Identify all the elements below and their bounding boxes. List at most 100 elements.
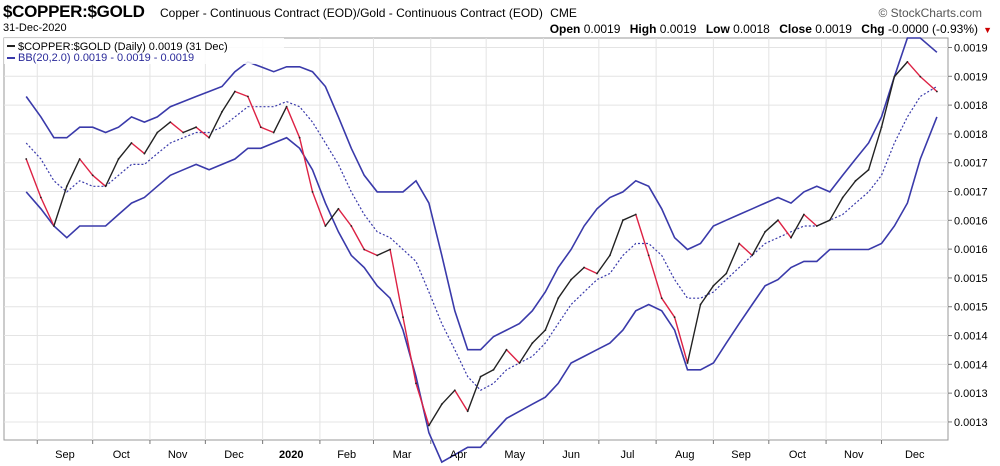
x-tick-label: Dec: [905, 449, 925, 461]
y-tick-label: 0.0019: [954, 43, 988, 55]
high-label: High: [629, 22, 657, 36]
x-axis: Sep Oct Nov Dec 2020 Feb Mar Apr May Jun Jul Aug Sep…: [36, 440, 925, 461]
chg-value: -0.0000 (-0.93%): [887, 22, 978, 36]
low-label: Low: [705, 22, 730, 36]
price-point: [117, 158, 120, 160]
price-segment: [816, 219, 831, 227]
price-point: [583, 266, 585, 269]
price-point: [156, 131, 159, 134]
y-tick-label: 0.0017: [954, 187, 988, 199]
stockcharts-logo[interactable]: © StockCharts.com: [878, 6, 982, 20]
price-segment: [350, 225, 365, 251]
price-point: [660, 297, 663, 300]
price-point: [673, 316, 676, 319]
y-tick-label: 0.0016: [954, 215, 988, 227]
price-segment: [376, 248, 391, 257]
price-segment: [518, 342, 533, 364]
price-segment: [208, 111, 223, 139]
price-segment: [635, 213, 650, 257]
x-tick-label: May: [504, 449, 525, 461]
bb-middle-band: [25, 85, 938, 392]
close-value: 0.0019: [815, 22, 852, 36]
price-segment: [454, 389, 469, 412]
price-point: [815, 225, 818, 227]
price-segment: [544, 297, 559, 331]
price-segment: [298, 136, 314, 193]
y-tick-label: 0.0015: [954, 302, 988, 314]
price-point: [221, 110, 223, 113]
price-segment: [712, 272, 727, 287]
price-segment: [117, 142, 133, 160]
y-tick-label: 0.0014: [954, 331, 988, 343]
price-segment: [78, 158, 94, 177]
price-segment: [221, 90, 236, 113]
price-point: [25, 158, 28, 160]
x-tick-label: Aug: [675, 449, 695, 461]
price-segment: [867, 126, 883, 171]
price-segment: [919, 75, 938, 93]
legend-price: $COPPER:$GOLD (Daily) 0.0019 (31 Dec): [18, 41, 228, 53]
price-segment: [609, 219, 624, 257]
y-tick-label: 0.0019: [954, 71, 988, 83]
price-point: [531, 342, 534, 344]
price-point: [402, 316, 404, 319]
price-segment: [363, 248, 378, 257]
price-segment: [699, 285, 715, 306]
price-segment: [531, 329, 546, 344]
price-point: [415, 382, 417, 385]
price-point: [195, 126, 198, 129]
symbol-title: $COPPER:$GOLD: [3, 2, 145, 21]
x-tick-label: Jul: [620, 449, 634, 461]
price-point: [738, 242, 741, 245]
price-series: [25, 61, 938, 427]
price-point: [259, 126, 262, 129]
price-point: [906, 61, 909, 63]
price-segment: [156, 121, 172, 134]
price-point: [647, 254, 650, 257]
price-point: [78, 158, 81, 160]
price-segment: [661, 297, 676, 318]
open-label: Open: [549, 22, 581, 36]
x-tick-label: Apr: [450, 449, 467, 461]
price-segment: [764, 219, 779, 233]
price-segment: [53, 185, 68, 227]
price-chart[interactable]: 0.0019 0.0019 0.0018 0.0018 0.0017 0.0017 0.00…: [0, 36, 1000, 466]
price-point: [53, 225, 55, 227]
price-point: [570, 278, 572, 281]
price-point: [234, 90, 236, 93]
price-segment: [738, 242, 753, 257]
price-segment: [893, 61, 909, 78]
price-point: [247, 95, 249, 98]
y-tick-label: 0.0015: [954, 273, 988, 285]
exchange-text: CME: [550, 6, 577, 20]
price-point: [91, 174, 94, 177]
price-segment: [790, 213, 805, 239]
quote-date: 31-Dec-2020: [3, 22, 67, 34]
price-point: [557, 297, 560, 300]
open-value: 0.0019: [583, 22, 621, 36]
price-segment: [195, 126, 210, 139]
price-point: [764, 230, 766, 233]
price-point: [790, 236, 792, 239]
price-point: [40, 196, 42, 199]
price-segment: [182, 126, 197, 134]
price-point: [699, 303, 702, 306]
price-point: [919, 75, 922, 78]
price-point: [104, 185, 107, 188]
price-segment: [725, 242, 740, 275]
price-segment: [91, 174, 107, 188]
price-point: [867, 168, 870, 171]
price-point: [169, 121, 172, 123]
x-tick-label: Oct: [789, 449, 806, 461]
price-point: [803, 213, 805, 216]
bb-upper-band: [25, 37, 938, 351]
x-tick-label: Jun: [562, 449, 580, 461]
price-point: [363, 248, 366, 251]
price-point: [311, 191, 314, 193]
y-tick-label: 0.0018: [954, 100, 988, 112]
price-point: [492, 368, 495, 371]
price-point: [143, 152, 146, 155]
price-point: [622, 219, 624, 222]
price-point: [272, 131, 275, 134]
price-point: [65, 185, 68, 188]
